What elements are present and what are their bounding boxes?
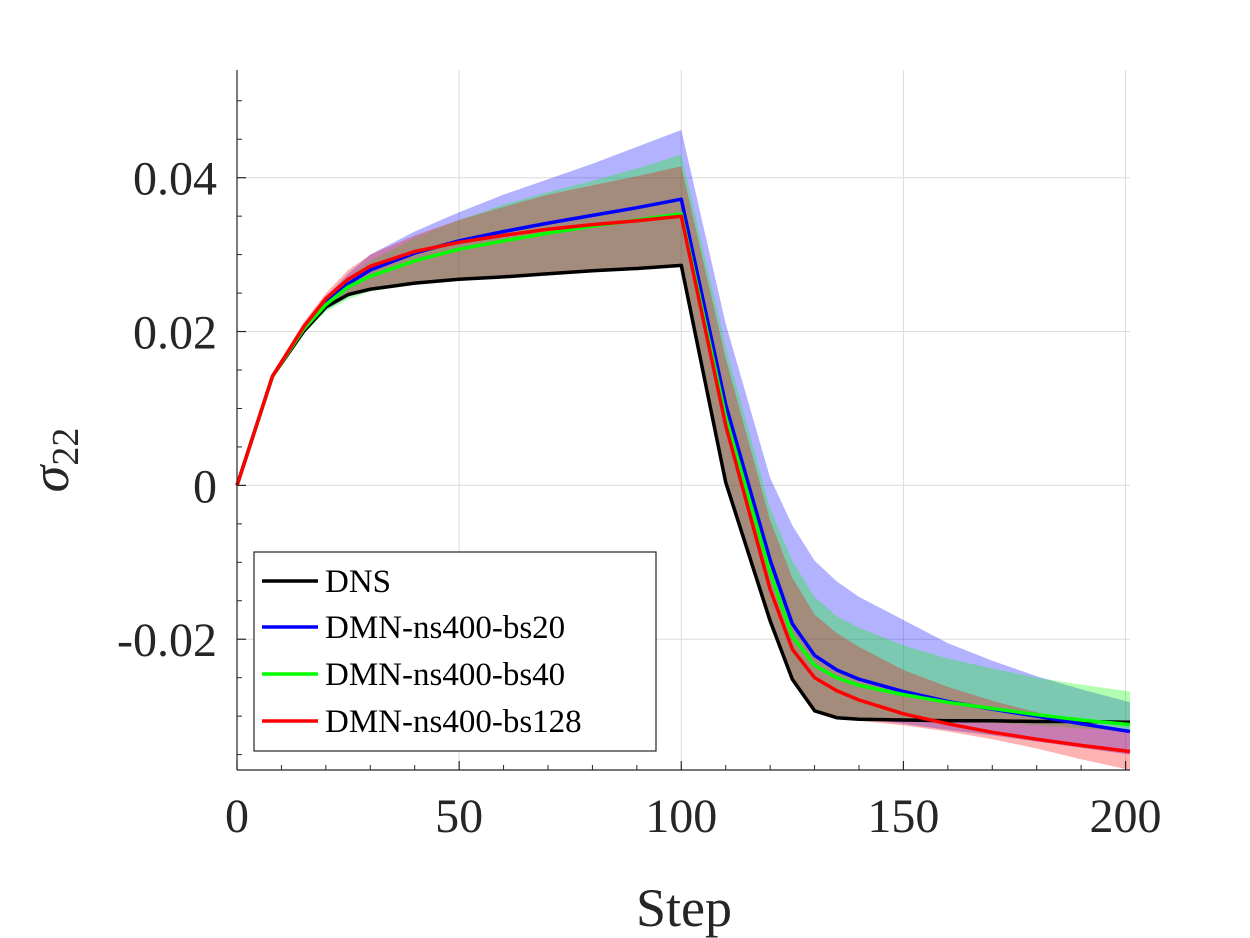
y-tick-label: 0 — [193, 460, 217, 513]
legend-label-dmn-ns400-bs40: DMN-ns400-bs40 — [325, 657, 565, 693]
x-tick-label: 150 — [867, 790, 939, 843]
y-tick-label: 0.02 — [133, 307, 217, 360]
tick-labels: 0 50 100 150 200 -0.02 0 0.02 0.04 — [117, 153, 1162, 843]
x-axis-label: Step — [636, 878, 732, 938]
legend-label-dns: DNS — [325, 564, 391, 600]
legend-label-dmn-ns400-bs128: DMN-ns400-bs128 — [325, 704, 582, 740]
x-tick-label: 0 — [225, 790, 249, 843]
x-tick-label: 200 — [1090, 790, 1162, 843]
axes — [236, 70, 1130, 771]
legend-box — [253, 551, 657, 752]
grid-lines — [236, 70, 1130, 770]
band-dmn-ns400-bs20 — [237, 130, 1130, 755]
y-tick-label: 0.04 — [133, 153, 217, 206]
y-axis-label: σ — [20, 463, 80, 492]
y-tick-label: -0.02 — [117, 614, 217, 667]
series-line-dmn-ns400-bs40 — [235, 212, 1131, 727]
y-axis-label-group: σ22 — [20, 428, 87, 493]
x-tick-label: 50 — [435, 790, 483, 843]
x-tick-label: 100 — [645, 790, 717, 843]
svg-text:σ22: σ22 — [20, 428, 87, 493]
series-lines — [235, 197, 1131, 754]
legend-label-dmn-ns400-bs20: DMN-ns400-bs20 — [325, 610, 565, 646]
series-line-dmn-ns400-bs128 — [235, 214, 1131, 754]
y-axis-label-subscript: 22 — [45, 428, 87, 466]
series-line-dns — [235, 263, 1131, 725]
legend: DNS DMN-ns400-bs20 DMN-ns400-bs40 DMN-ns400… — [253, 551, 657, 752]
